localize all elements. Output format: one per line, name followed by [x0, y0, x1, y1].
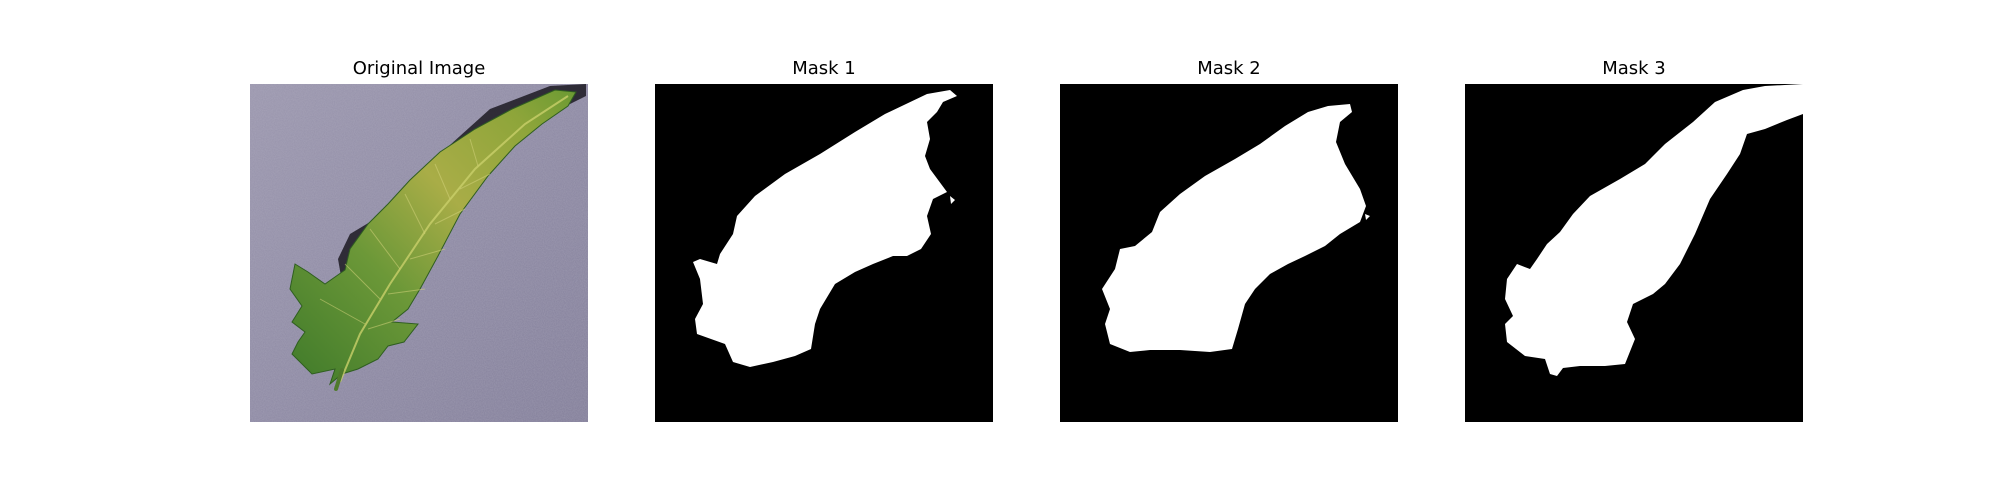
panel-title: Mask 2 — [1197, 58, 1261, 79]
panel-title: Original Image — [352, 58, 486, 79]
mask-1-image — [655, 84, 993, 422]
mask-2-image — [1060, 84, 1398, 422]
panel-mask-2: Mask 2 — [1060, 0, 1398, 500]
panel-title: Mask 3 — [1602, 58, 1666, 79]
mask-3-image — [1465, 84, 1803, 422]
leaf-stem — [334, 368, 344, 391]
mask-region — [1505, 84, 1803, 376]
mask-1-svg — [655, 84, 993, 422]
panel-mask-1: Mask 1 — [655, 0, 993, 500]
mask-region — [1102, 104, 1366, 352]
panel-title: Mask 1 — [792, 58, 856, 79]
original-leaf-photo — [250, 84, 588, 422]
leaf-veins — [319, 138, 491, 330]
leaf-photo-svg — [250, 84, 588, 422]
leaf — [289, 89, 577, 386]
mask-region — [693, 90, 957, 367]
leaf-midrib — [339, 95, 569, 383]
panel-mask-3: Mask 3 — [1465, 0, 1803, 500]
mask-3-svg — [1465, 84, 1803, 422]
panel-original-image: Original Image — [250, 0, 588, 500]
mask-2-svg — [1060, 84, 1398, 422]
